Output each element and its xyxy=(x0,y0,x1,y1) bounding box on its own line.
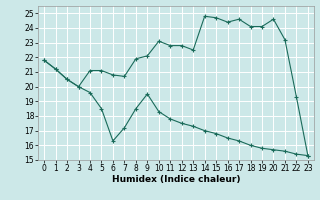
X-axis label: Humidex (Indice chaleur): Humidex (Indice chaleur) xyxy=(112,175,240,184)
